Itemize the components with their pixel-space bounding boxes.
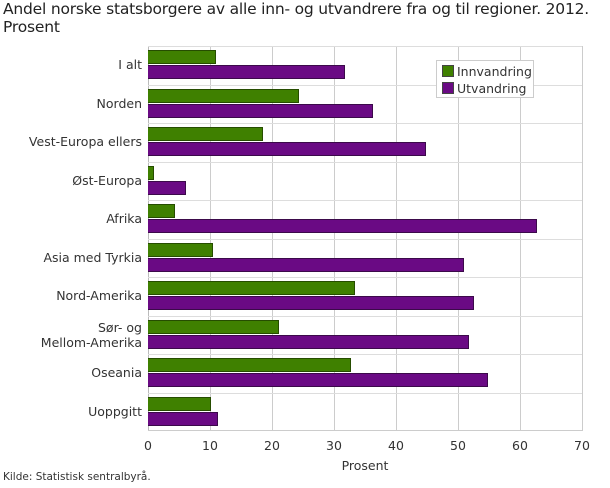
x-tick-label: 30	[326, 438, 342, 453]
bar-innvandring[interactable]	[148, 165, 155, 180]
gridline-vertical	[582, 46, 583, 431]
plot-area	[148, 46, 583, 431]
x-tick-label: 60	[512, 438, 528, 453]
x-axis-line	[148, 430, 582, 431]
bar-utvandring[interactable]	[148, 411, 219, 426]
gridline-horizontal	[148, 46, 582, 47]
x-tick-label: 10	[202, 438, 218, 453]
bar-innvandring[interactable]	[148, 242, 214, 257]
x-tick-label: 70	[574, 438, 590, 453]
legend: Innvandring Utvandring	[436, 60, 534, 98]
source-note: Kilde: Statistisk sentralbyrå.	[3, 471, 151, 483]
bar-utvandring[interactable]	[148, 257, 464, 272]
bar-utvandring[interactable]	[148, 296, 475, 310]
chart-title: Andel norske statsborgere av alle inn- o…	[3, 0, 590, 36]
gridline-horizontal	[148, 161, 582, 163]
bar-utvandring[interactable]	[148, 180, 187, 195]
legend-swatch-innvandring-icon	[442, 65, 454, 77]
category-label: Asia med Tyrkia	[43, 249, 142, 265]
bar-innvandring[interactable]	[148, 396, 211, 411]
gridline-horizontal	[148, 354, 582, 355]
bar-innvandring[interactable]	[148, 319, 279, 334]
bar-utvandring[interactable]	[148, 65, 346, 79]
bar-utvandring[interactable]	[148, 142, 426, 156]
x-tick-label: 50	[450, 438, 466, 453]
gridline-horizontal	[148, 238, 582, 240]
bar-innvandring[interactable]	[148, 204, 176, 218]
category-label: Uoppgitt	[88, 403, 142, 419]
category-label: Sør- og Mellom-Amerika	[40, 319, 142, 350]
gridline-horizontal	[148, 200, 582, 201]
x-tick-label: 0	[144, 438, 152, 453]
gridline-horizontal	[148, 123, 582, 124]
category-label: I alt	[118, 57, 142, 73]
x-tick-label: 20	[264, 438, 280, 453]
category-label: Afrika	[106, 211, 142, 227]
bar-innvandring[interactable]	[148, 281, 356, 295]
legend-label: Utvandring	[457, 81, 527, 96]
bar-utvandring[interactable]	[148, 219, 537, 233]
bar-innvandring[interactable]	[148, 358, 352, 372]
legend-item-innvandring: Innvandring	[442, 64, 532, 79]
category-label: Norden	[96, 95, 142, 111]
x-axis-title: Prosent	[341, 458, 389, 473]
gridline-horizontal	[148, 277, 582, 278]
bar-utvandring[interactable]	[148, 103, 374, 118]
category-label: Oseania	[91, 365, 142, 381]
x-tick-label: 40	[388, 438, 404, 453]
bar-innvandring[interactable]	[148, 50, 217, 64]
category-label: Nord-Amerika	[56, 288, 142, 304]
gridline-horizontal	[148, 315, 582, 317]
legend-swatch-utvandring-icon	[442, 82, 454, 94]
gridline-horizontal	[148, 392, 582, 394]
bar-innvandring[interactable]	[148, 127, 263, 141]
category-label: Øst-Europa	[72, 172, 142, 188]
gridline-horizontal	[148, 84, 582, 86]
legend-label: Innvandring	[457, 64, 532, 79]
category-label: Vest-Europa ellers	[28, 134, 142, 150]
legend-item-utvandring: Utvandring	[442, 81, 526, 96]
bar-innvandring[interactable]	[148, 88, 300, 103]
bar-utvandring[interactable]	[148, 373, 488, 387]
bar-utvandring[interactable]	[148, 334, 470, 349]
